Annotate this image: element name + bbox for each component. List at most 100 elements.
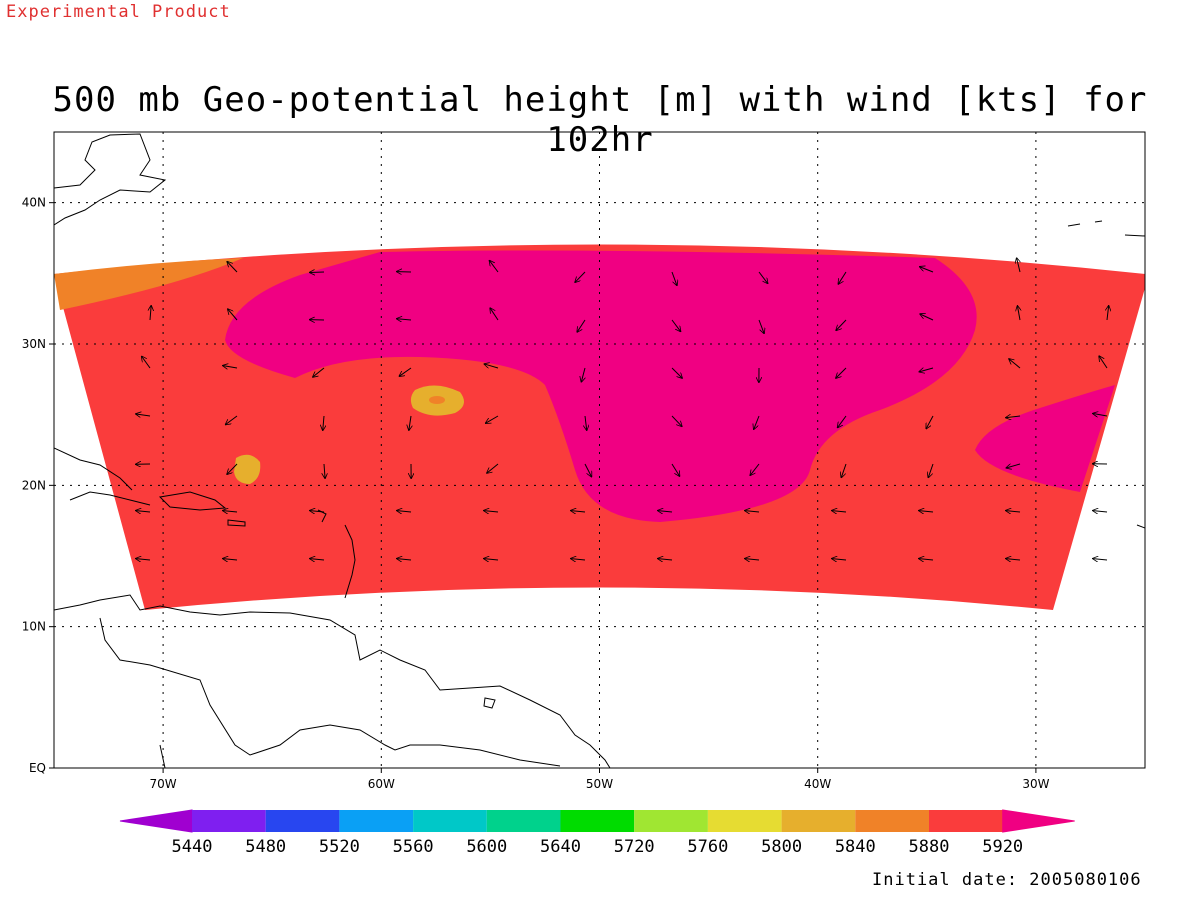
wind-arrow: [485, 364, 499, 369]
wind-arrow: [1093, 559, 1108, 560]
wind-arrow: [926, 415, 934, 428]
wind-arrow: [1007, 463, 1021, 468]
wind-arrow: [1006, 511, 1021, 512]
lat-tick-label: 30N: [22, 337, 46, 351]
lon-tick-label: 70W: [150, 777, 177, 791]
chart-title: 500 mb Geo-potential height [m] with win…: [52, 80, 1148, 160]
wind-arrow: [745, 559, 760, 560]
wind-arrow: [136, 414, 151, 416]
graticule: [54, 132, 1145, 768]
wind-arrow: [750, 463, 760, 475]
colorbar-swatch: [634, 810, 708, 832]
wind-arrow: [577, 319, 586, 332]
wind-arrow: [658, 559, 673, 560]
wind-arrow: [585, 415, 587, 430]
wind-arrow: [136, 559, 151, 560]
colorbar-level-label: 5440: [172, 837, 213, 857]
wind-arrow: [671, 271, 677, 285]
wind-arrow: [227, 463, 238, 474]
wind-arrow: [671, 367, 682, 378]
wind-arrow: [671, 319, 680, 331]
wind-arrow: [838, 415, 847, 427]
lon-tick-label: 40W: [804, 777, 831, 791]
colorbar-swatch: [413, 810, 487, 832]
wind-arrow: [227, 262, 238, 273]
wind-arrow: [1099, 356, 1108, 369]
colorbar-level-label: 5760: [687, 837, 728, 857]
wind-arrow: [920, 314, 934, 321]
colorbar-level-label: 5920: [982, 837, 1023, 857]
wind-arrow: [490, 308, 499, 321]
wind-arrow: [1107, 306, 1109, 321]
experimental-product-banner: Experimental Product: [6, 2, 231, 22]
wind-arrow: [490, 261, 499, 273]
colorbar-level-label: 5480: [245, 837, 286, 857]
wind-arrow: [836, 367, 847, 378]
wind-arrow: [1093, 414, 1108, 416]
wind-arrow: [571, 559, 586, 560]
wind-arrow: [920, 267, 934, 273]
height-core-5800: [429, 396, 445, 404]
height-field-above-5920-main: [225, 250, 977, 522]
axes: 70W 60W 50W 40W 30W EQ 10N 20N 30N 40N: [22, 196, 1050, 791]
wind-arrow: [841, 463, 847, 477]
wind-arrow: [310, 511, 325, 512]
colorbar-swatch: [707, 810, 782, 832]
wind-arrow: [484, 559, 499, 560]
colorbar-swatch: [929, 810, 1003, 832]
lat-tick-label: 40N: [22, 196, 46, 210]
colorbar-swatch: [560, 810, 635, 832]
wind-arrow: [1093, 511, 1108, 512]
colorbar: 5440 5480 5520 5560 5600 5640 5720 5760 5800 5840…: [119, 809, 1075, 857]
coastlines: [54, 133, 1145, 768]
wind-arrow: [832, 559, 847, 560]
wind-arrow: [571, 511, 586, 512]
lon-tick-label: 60W: [368, 777, 395, 791]
wind-arrow: [671, 415, 682, 426]
wind-vectors: [136, 258, 1109, 560]
wind-arrow: [310, 559, 325, 560]
wind-arrow: [397, 511, 412, 512]
colorbar-level-label: 5600: [466, 837, 507, 857]
wind-arrow: [486, 415, 499, 423]
wind-arrow: [919, 559, 934, 560]
wind-arrow: [313, 367, 325, 377]
lat-tick-label: 10N: [22, 620, 46, 634]
colorbar-level-label: 5720: [614, 837, 655, 857]
wind-arrow: [397, 319, 412, 320]
wind-arrow: [487, 463, 499, 473]
wind-arrow: [745, 511, 760, 512]
colorbar-swatch: [339, 810, 414, 832]
wind-arrow: [836, 319, 847, 330]
colorbar-level-label: 5560: [393, 837, 434, 857]
lon-tick-label: 30W: [1022, 777, 1049, 791]
wind-arrow: [142, 357, 151, 369]
colorbar-level-label: 5800: [761, 837, 802, 857]
wind-arrow: [671, 463, 679, 476]
colorbar-level-label: 5640: [540, 837, 581, 857]
colorbar-swatch: [192, 810, 266, 832]
wind-arrow: [928, 463, 934, 477]
wind-arrow: [223, 511, 238, 512]
wind-arrow: [226, 415, 238, 424]
wind-arrow: [1017, 306, 1020, 321]
wind-arrow: [223, 366, 238, 368]
wind-arrow: [919, 511, 934, 512]
wind-arrow: [150, 306, 151, 321]
lat-tick-label: 20N: [22, 478, 46, 492]
wind-arrow: [397, 559, 412, 560]
colorbar-swatch: [265, 810, 340, 832]
colorbar-level-label: 5520: [319, 837, 360, 857]
map-plot-area: [54, 132, 1145, 768]
wind-arrow: [832, 511, 847, 512]
colorbar-level-label: 5840: [835, 837, 876, 857]
wind-arrow: [136, 511, 151, 512]
wind-arrow: [323, 415, 324, 430]
wind-arrow: [1017, 258, 1020, 273]
colorbar-swatch: [486, 810, 561, 832]
height-field-5840-5880-corner: [54, 258, 243, 310]
wind-arrow: [658, 511, 673, 512]
colorbar-swatch: [781, 810, 856, 832]
colorbar-level-label: 5880: [909, 837, 950, 857]
initial-date-label: Initial date: 2005080106: [872, 870, 1142, 890]
